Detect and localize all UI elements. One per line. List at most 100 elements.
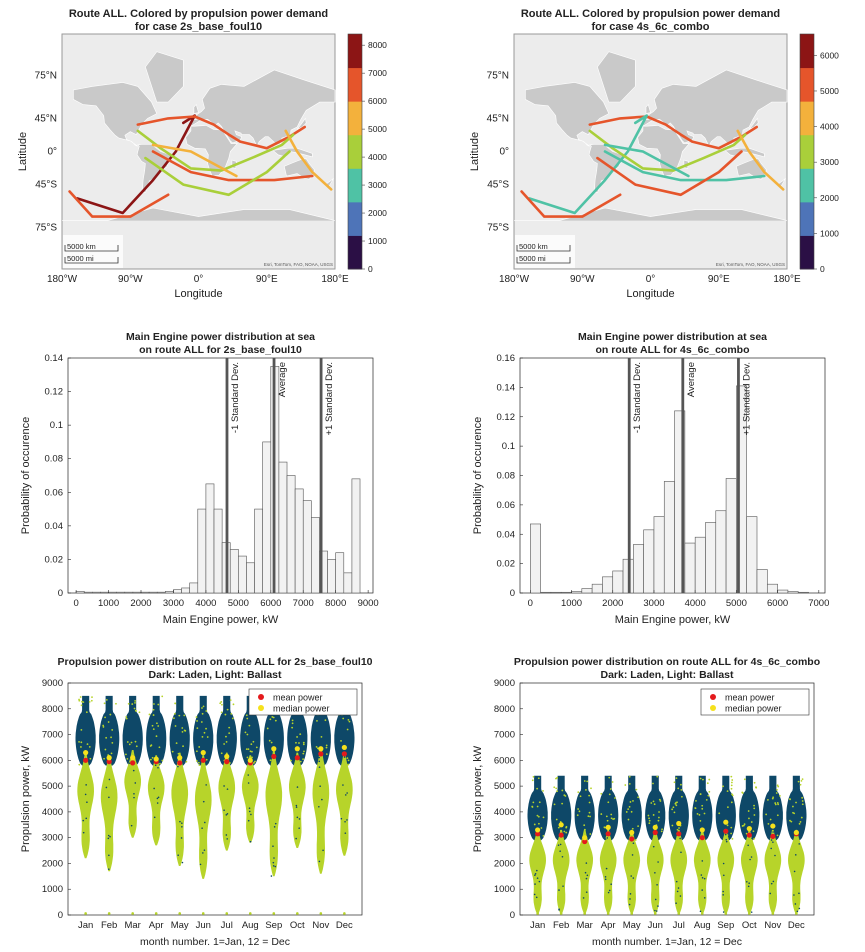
- violin-ballast-point: [583, 824, 586, 827]
- violin-laden-point: [318, 860, 321, 863]
- violin-laden-point: [558, 908, 560, 911]
- median-marker: [200, 750, 206, 756]
- violin-ballast-point: [196, 727, 199, 730]
- violin-ballast-point: [302, 741, 305, 744]
- histogram-bar: [777, 589, 789, 594]
- violin-laden-point: [130, 824, 133, 827]
- hist-xtick-label: 9000: [358, 598, 379, 609]
- violin-ballast-point: [542, 816, 545, 819]
- histogram-bar: [705, 522, 717, 594]
- violin-ballast-point: [269, 759, 272, 762]
- violin-laden-point: [108, 796, 110, 799]
- violin-ballast-point: [588, 811, 591, 814]
- violin-ytick-label: 0: [58, 910, 63, 921]
- histogram-bar: [633, 544, 644, 594]
- violin-laden-point: [656, 883, 658, 886]
- violin-ballast-point: [110, 736, 112, 739]
- violin-ballast-point: [652, 814, 655, 816]
- violin-ballast-point: [268, 739, 271, 742]
- violin-ballast: [599, 829, 617, 914]
- colorbar-segment: [800, 201, 814, 236]
- month-tick-label: Oct: [290, 920, 305, 931]
- hist-ytick-label: 0.02: [45, 554, 64, 565]
- violin-laden-point: [536, 877, 539, 879]
- violin-ballast-point: [671, 808, 674, 811]
- violin-ballast-point: [776, 801, 779, 804]
- scale-bar-mi: [516, 257, 571, 264]
- violin-ballast-point: [246, 733, 249, 736]
- violin-ballast-point: [555, 818, 558, 821]
- violin-ballast-point: [657, 819, 660, 822]
- violin-ballast-point: [629, 801, 632, 803]
- legend-label: median power: [725, 704, 782, 714]
- colorbar-segment: [348, 235, 362, 270]
- violin-ballast-point: [612, 818, 615, 821]
- violin-ballast-point: [755, 786, 758, 789]
- violin-laden-point: [203, 849, 206, 851]
- route-line: [588, 115, 649, 126]
- histogram-bar: [746, 516, 758, 594]
- violin-ballast: [717, 829, 735, 914]
- hist-ref-label: +1 Standard Dev.: [741, 362, 752, 436]
- mean-marker: [106, 759, 112, 765]
- median-marker: [153, 756, 159, 762]
- violin-ballast-point: [776, 834, 779, 837]
- histogram-bar: [197, 508, 207, 594]
- violin-ballast-point: [660, 830, 663, 833]
- violin-ballast-point: [346, 728, 349, 731]
- histogram-bar: [148, 591, 158, 594]
- histogram-bar: [286, 475, 296, 594]
- hist-xtick-label: 4000: [685, 598, 706, 609]
- violin-laden-point: [562, 885, 564, 887]
- route-line: [144, 150, 291, 197]
- violin-ballast-point: [157, 725, 160, 727]
- violin-ballast-point: [614, 797, 616, 799]
- violin-laden: [668, 775, 689, 841]
- violin-ballast-point: [652, 800, 655, 803]
- mean-marker: [746, 832, 752, 838]
- violin-laden-point: [133, 796, 135, 799]
- violin-ballast-point: [753, 807, 756, 810]
- violin-ballast-point: [91, 696, 93, 699]
- violin-ballast-point: [348, 720, 351, 723]
- histogram-bar: [189, 582, 199, 594]
- violin-ballast-point: [730, 787, 733, 790]
- violin-ballast-point: [302, 758, 304, 761]
- violin-ballast-point: [86, 743, 89, 746]
- histogram-bar: [302, 500, 312, 594]
- median-marker: [177, 755, 183, 761]
- violin-ballast-point: [206, 736, 209, 738]
- violin-ballast-point: [605, 815, 608, 818]
- median-marker: [535, 827, 541, 833]
- colorbar-tick-label: 4000: [368, 152, 387, 162]
- histogram-bar: [335, 552, 345, 594]
- violin-ballast-point: [659, 800, 662, 802]
- violin-zero-point: [178, 912, 182, 915]
- violin-zero-point: [583, 912, 586, 915]
- violin-ballast-point: [245, 714, 248, 717]
- violin-ballast-point: [625, 811, 628, 813]
- hist-ref-label: -1 Standard Dev.: [230, 362, 241, 433]
- violin-ytick-label: 3000: [494, 833, 515, 844]
- hist-ytick-label: 0.04: [45, 521, 64, 532]
- violin-laden-point: [657, 905, 659, 907]
- violin-ballast-point: [126, 741, 129, 743]
- violin-ballast-point: [272, 716, 275, 719]
- violin-ballast-point: [586, 780, 589, 783]
- violin-ballast-point: [694, 807, 697, 810]
- violin-laden-point: [770, 847, 772, 850]
- violin-ballast-point: [630, 810, 633, 813]
- lon-tick-label: 90°W: [118, 274, 143, 285]
- violin-ballast-point: [559, 829, 562, 832]
- histogram-bar: [725, 478, 737, 594]
- violin-ballast: [693, 829, 711, 914]
- violin-ballast-point: [173, 717, 175, 720]
- violin-ballast-point: [249, 750, 252, 753]
- violin-laden-point: [607, 891, 610, 894]
- colorbar-segment: [348, 67, 362, 102]
- median-marker: [341, 744, 347, 751]
- violin-ballast-point: [579, 795, 582, 798]
- month-tick-label: Apr: [149, 920, 164, 931]
- month-tick-label: Mar: [124, 920, 140, 931]
- violin-laden-point: [679, 895, 682, 897]
